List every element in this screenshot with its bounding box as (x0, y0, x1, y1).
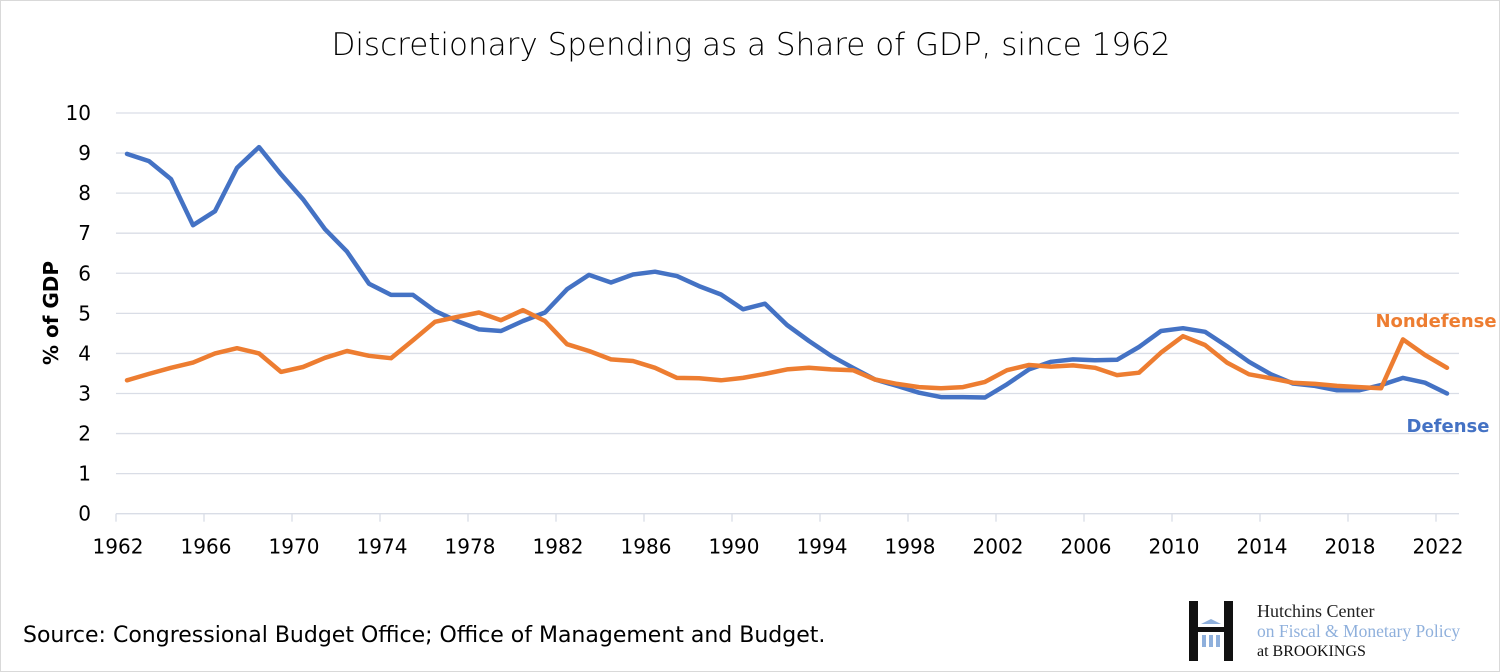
x-tick-label: 2010 (1149, 535, 1200, 559)
y-tick-label: 4 (78, 341, 91, 365)
logo-line-2: on Fiscal & Monetary Policy (1257, 621, 1461, 641)
x-tick-label: 2018 (1325, 535, 1376, 559)
y-tick-label: 8 (78, 181, 91, 205)
source-note: Source: Congressional Budget Office; Off… (23, 623, 826, 648)
logo-line-1: Hutchins Center (1257, 601, 1375, 621)
y-tick-label: 1 (78, 462, 91, 486)
series-line-nondefense (124, 307, 1450, 391)
x-tick-label: 2002 (973, 535, 1024, 559)
y-tick-label: 0 (78, 502, 91, 526)
hutchins-center-logo: Hutchins Center on Fiscal & Monetary Pol… (1187, 599, 1487, 665)
x-tick-label: 1994 (797, 535, 848, 559)
x-tick-label: 1998 (885, 535, 936, 559)
x-tick-label: 1990 (709, 535, 760, 559)
x-tick-label: 1974 (357, 535, 408, 559)
y-tick-label: 3 (78, 381, 91, 405)
x-tick-label: 1970 (269, 535, 320, 559)
y-tick-label: 5 (78, 301, 91, 325)
x-tick-label: 1982 (533, 535, 584, 559)
y-tick-label: 2 (78, 422, 91, 446)
x-tick-label: 1986 (621, 535, 672, 559)
y-tick-label: 10 (66, 101, 91, 125)
logo-line-3: at BROOKINGS (1257, 643, 1366, 660)
plot-area: 0 1 2 3 4 5 6 7 8 9 10 1962 1966 1970 1974 1978 1982 1986… (66, 101, 1497, 559)
y-tick-label: 6 (78, 261, 91, 285)
x-tick-label: 2014 (1237, 535, 1288, 559)
building-h-icon (1189, 601, 1233, 661)
x-tick-label: 2022 (1413, 535, 1464, 559)
y-tick-label: 9 (78, 141, 91, 165)
x-tick-label: 1962 (93, 535, 144, 559)
y-tick-label: 7 (78, 221, 91, 245)
x-tick-label: 2006 (1061, 535, 1112, 559)
series-label-defense: Defense (1407, 416, 1490, 437)
chart-title: Discretionary Spending as a Share of GDP… (331, 27, 1171, 63)
x-tick-label: 1978 (445, 535, 496, 559)
series-label-nondefense: Nondefense (1375, 311, 1496, 332)
x-tick-label: 1966 (181, 535, 232, 559)
